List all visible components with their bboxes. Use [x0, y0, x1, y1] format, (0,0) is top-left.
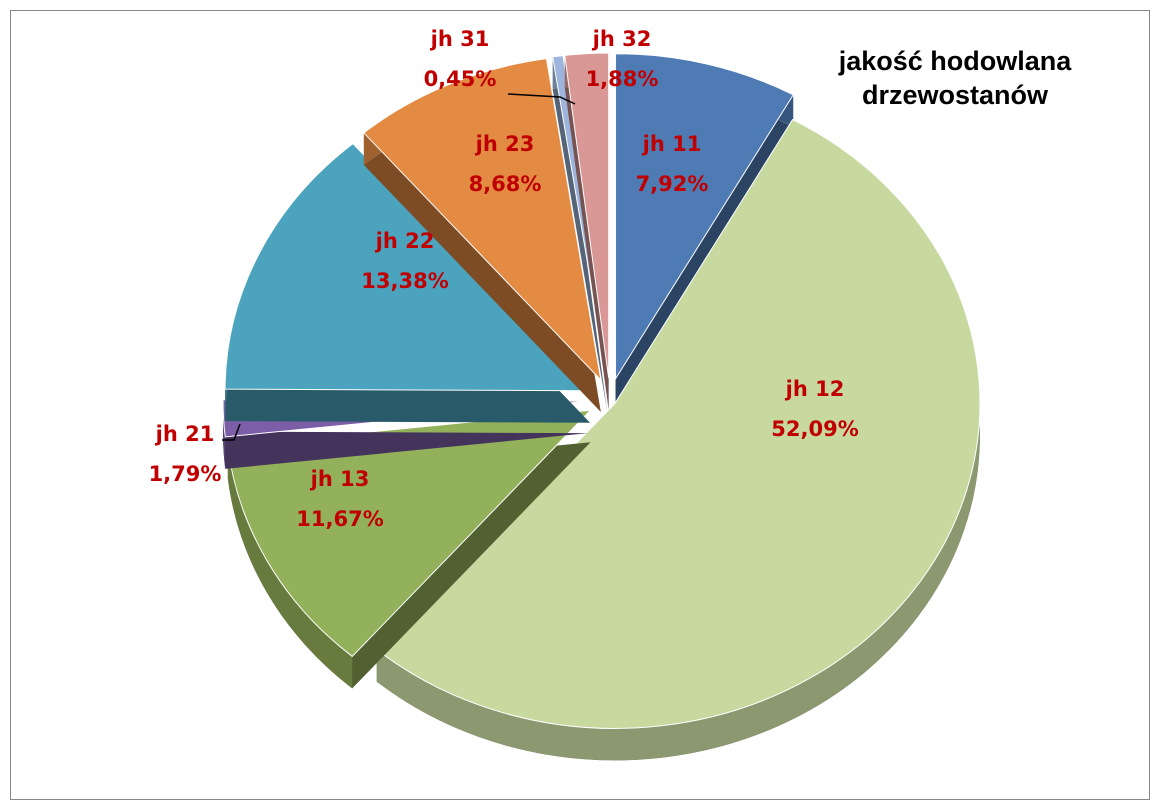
- leader-line: [507, 93, 576, 105]
- leader-line: [222, 423, 241, 441]
- slice-value-label: 13,38%: [361, 269, 448, 293]
- slice-value-label: 1,79%: [149, 462, 222, 486]
- slice-top: [227, 409, 592, 658]
- slice-side: [376, 119, 980, 761]
- pie-slice: [363, 58, 602, 412]
- pie-slice: [564, 52, 610, 411]
- slice-bottom: [552, 87, 608, 411]
- pie-slice: [224, 142, 592, 423]
- slice-category-label: jh 31: [430, 27, 490, 51]
- slice-side: [227, 445, 353, 689]
- slice-category-label: jh 11: [642, 132, 702, 156]
- pie-slice: [615, 53, 794, 411]
- slice-top: [564, 52, 610, 379]
- slice-top: [375, 118, 981, 729]
- slice-category-label: jh 32: [592, 27, 652, 51]
- pie-slice: [227, 409, 592, 689]
- slice-value-label: 1,88%: [586, 67, 659, 91]
- slice-value-label: 8,68%: [469, 172, 542, 196]
- slice-value-label: 52,09%: [771, 417, 858, 441]
- slice-side: [223, 399, 226, 469]
- chart-title: jakość hodowlana drzewostanów: [838, 46, 1072, 110]
- pie-slice: [375, 118, 981, 761]
- slice-category-label: jh 21: [155, 422, 215, 446]
- slice-top: [615, 53, 794, 381]
- slice-top: [363, 58, 602, 382]
- slice-top: [224, 142, 592, 392]
- slice-bottom: [223, 431, 589, 469]
- slice-value-label: 7,92%: [636, 172, 709, 196]
- slice-category-label: jh 12: [785, 377, 845, 401]
- slice-category-label: jh 23: [475, 132, 535, 156]
- slice-value-label: 11,67%: [296, 507, 383, 531]
- slice-category-label: jh 22: [375, 229, 435, 253]
- slice-value-label: 0,45%: [424, 67, 497, 91]
- slice-category-label: jh 13: [310, 467, 370, 491]
